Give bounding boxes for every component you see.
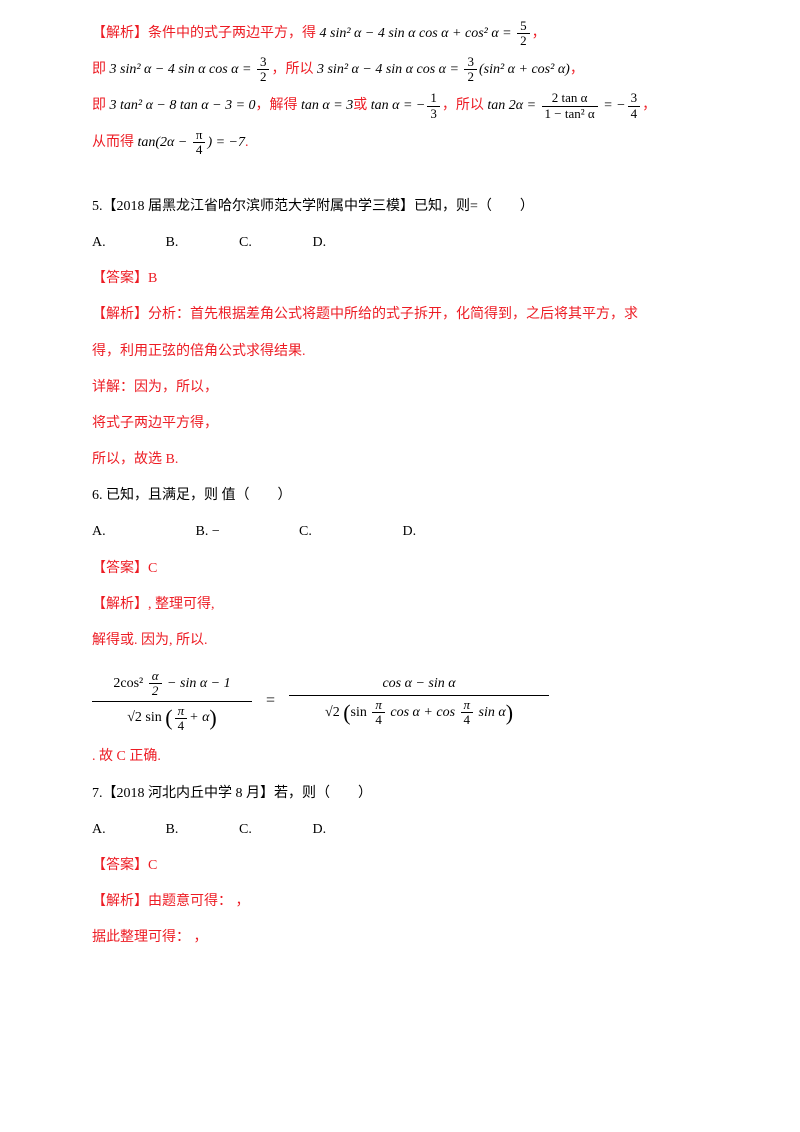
q6-opt-d[interactable]: D. bbox=[403, 516, 503, 548]
q7-analysis: 【解析】由题意可得： ， bbox=[92, 886, 720, 918]
q6-opt-c[interactable]: C. bbox=[299, 516, 399, 548]
q7-detail-1: 据此整理可得： ， bbox=[92, 922, 720, 954]
q7-options: A. B. C. D. bbox=[92, 814, 720, 846]
solution-4-line1: 【解析】条件中的式子两边平方，得 4 sin² α − 4 sin α cos … bbox=[92, 18, 720, 50]
q6-analysis: 【解析】, 整理可得, bbox=[92, 589, 720, 621]
solution-4-line2: 即 3 sin² α − 4 sin α cos α = 32，所以 3 sin… bbox=[92, 54, 720, 86]
q5-detail-2: 将式子两边平方得， bbox=[92, 408, 720, 440]
q5-detail-3: 所以，故选 B. bbox=[92, 444, 720, 476]
q5-analysis-2: 得，利用正弦的倍角公式求得结果. bbox=[92, 336, 720, 368]
solution-4-line3: 即 3 tan² α − 8 tan α − 3 = 0，解得 tan α = … bbox=[92, 90, 720, 122]
q5-analysis-1: 【解析】分析：首先根据差角公式将题中所给的式子拆开，化简得到，之后将其平方，求 bbox=[92, 299, 720, 331]
q7-answer: 【答案】C bbox=[92, 850, 720, 882]
q7-opt-b[interactable]: B. bbox=[166, 814, 236, 846]
q5-detail-1: 详解：因为，所以， bbox=[92, 372, 720, 404]
q5-options: A. B. C. D. bbox=[92, 227, 720, 259]
txt: 【解析】条件中的式子两边平方，得 bbox=[92, 26, 316, 41]
q5-opt-c[interactable]: C. bbox=[239, 227, 309, 259]
q7-opt-a[interactable]: A. bbox=[92, 814, 162, 846]
q6-opt-a[interactable]: A. bbox=[92, 516, 192, 548]
q7-stem: 7.【2018 河北内丘中学 8 月】若，则（ ） bbox=[92, 778, 720, 810]
q6-opt-b[interactable]: B. − bbox=[196, 516, 296, 548]
q5-stem: 5.【2018 届黑龙江省哈尔滨师范大学附属中学三模】已知，则=（ ） bbox=[92, 191, 720, 223]
eq: 4 sin² α − 4 sin α cos α + cos² α = 52 bbox=[320, 26, 532, 41]
q6-answer: 【答案】C bbox=[92, 553, 720, 585]
q6-options: A. B. − C. D. bbox=[92, 516, 720, 548]
q6-stem: 6. 已知，且满足，则 值（ ） bbox=[92, 480, 720, 512]
q5-answer: 【答案】B bbox=[92, 263, 720, 295]
solution-4-line4: 从而得 tan(2α − π4) = −7. bbox=[92, 127, 720, 159]
q6-big-fraction: 2cos² α2 − sin α − 1 √2 sin (π4 + α) = c… bbox=[92, 669, 720, 733]
q7-opt-d[interactable]: D. bbox=[313, 814, 383, 846]
q5-opt-b[interactable]: B. bbox=[166, 227, 236, 259]
q6-detail-1: 解得或. 因为, 所以. bbox=[92, 625, 720, 657]
q6-end: . 故 C 正确. bbox=[92, 741, 720, 773]
q7-opt-c[interactable]: C. bbox=[239, 814, 309, 846]
q5-opt-a[interactable]: A. bbox=[92, 227, 162, 259]
q5-opt-d[interactable]: D. bbox=[313, 227, 383, 259]
